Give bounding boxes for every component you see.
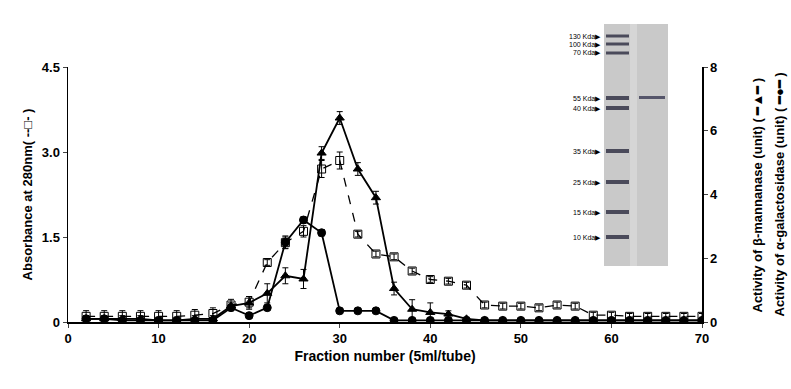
svg-text:30: 30	[332, 331, 346, 346]
svg-text:70: 70	[695, 331, 709, 346]
svg-text:10: 10	[151, 331, 165, 346]
svg-text:40: 40	[423, 331, 437, 346]
svg-text:40 Kda▶: 40 Kda▶	[573, 105, 601, 112]
svg-text:50: 50	[514, 331, 528, 346]
svg-text:35 Kda▶: 35 Kda▶	[573, 148, 601, 155]
svg-text:2: 2	[710, 251, 717, 266]
svg-text:10 Kda▶: 10 Kda▶	[573, 234, 601, 241]
svg-text:0: 0	[53, 315, 60, 330]
svg-text:60: 60	[604, 331, 618, 346]
svg-text:1.5: 1.5	[42, 230, 60, 245]
svg-text:Activity of β-mannanase (unit): Activity of β-mannanase (unit) ( ━▲━ )	[750, 78, 765, 313]
svg-text:20: 20	[242, 331, 256, 346]
svg-text:Activity of α-galactosidase (u: Activity of α-galactosidase (unit) ( ━●━…	[772, 72, 787, 316]
svg-text:4: 4	[710, 187, 718, 202]
svg-text:Fraction number (5ml/tube): Fraction number (5ml/tube)	[294, 348, 475, 364]
svg-text:0: 0	[64, 331, 71, 346]
svg-text:4.5: 4.5	[42, 60, 60, 75]
svg-text:6: 6	[710, 123, 717, 138]
svg-text:55 Kda▶: 55 Kda▶	[573, 95, 601, 102]
svg-text:0: 0	[710, 315, 717, 330]
svg-text:100 Kda▶: 100 Kda▶	[569, 41, 601, 48]
svg-text:70 Kda▶: 70 Kda▶	[573, 49, 601, 56]
svg-text:25 Kda▶: 25 Kda▶	[573, 179, 601, 186]
svg-text:8: 8	[710, 60, 717, 75]
svg-text:Absorbance at 280nm( --□- ): Absorbance at 280nm( --□- )	[20, 109, 35, 281]
svg-text:130 Kda▶: 130 Kda▶	[569, 33, 601, 40]
svg-text:15 Kda▶: 15 Kda▶	[573, 209, 601, 216]
svg-text:3.0: 3.0	[42, 145, 60, 160]
